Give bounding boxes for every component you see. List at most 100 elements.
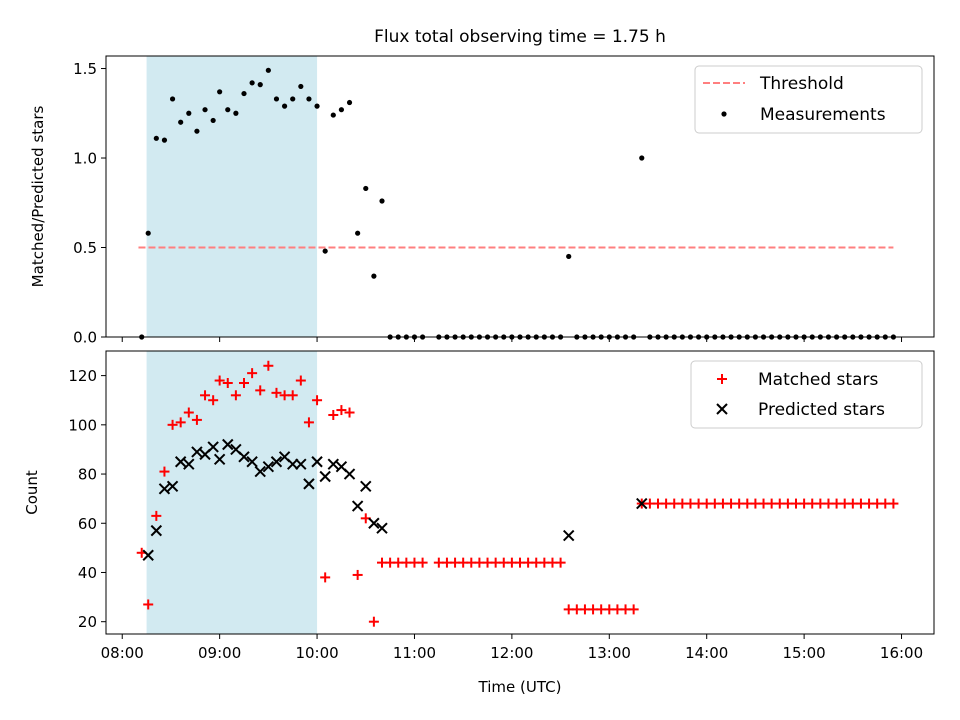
measurement-point [346, 99, 353, 106]
top-axes-frame [105, 55, 935, 338]
predicted-star-point [343, 468, 356, 480]
matched-star-point [368, 616, 379, 627]
legend-matched-label: Matched stars [758, 370, 878, 390]
bottom-axes-frame [105, 350, 935, 635]
top-observing-span [146, 56, 318, 337]
y-tick-label: 40 [78, 564, 97, 582]
matched-star-point [151, 510, 162, 521]
measurement-point [330, 112, 336, 118]
legend-frame [690, 360, 923, 429]
predicted-star-point [327, 458, 340, 470]
matched-star-point [255, 385, 266, 396]
predicted-star-point [270, 456, 283, 468]
legend-predicted-label: Predicted stars [758, 400, 885, 420]
legend-matched-swatch [717, 374, 727, 384]
measurement-point [210, 117, 216, 124]
matched-star-point [167, 419, 178, 430]
measurement-point [186, 110, 192, 116]
matched-star-point [417, 557, 428, 568]
predicted-star-point [311, 456, 323, 468]
measurement-point [153, 135, 159, 141]
measurement-point [273, 96, 280, 102]
x-tick-label: 12:00 [490, 644, 533, 662]
x-tick-label: 10:00 [295, 644, 338, 662]
matched-star-point [312, 395, 323, 406]
legend-frame [694, 65, 923, 134]
measurement-point [233, 110, 239, 116]
measurement-point [322, 248, 328, 254]
observing-span-rect [146, 56, 318, 337]
x-axis-label: Time (UTC) [478, 678, 562, 696]
predicted-star-point [183, 458, 195, 470]
matched-star-point [888, 498, 899, 509]
measurement-point [306, 96, 312, 102]
measurement-point [265, 67, 271, 73]
y-tick-label: 1.0 [73, 150, 97, 168]
matched-star-point [230, 390, 241, 401]
y-tick-label: 100 [68, 416, 97, 434]
legend-measurements-swatch [721, 111, 727, 117]
predicted-star-point [376, 522, 388, 534]
measurement-point [249, 80, 255, 86]
measurement-point [257, 82, 263, 88]
measurement-point [338, 107, 345, 113]
bottom-x-ticks: 08:00 09:00 10:00 11:00 12:00 13:00 14:00 15:00… [101, 634, 923, 662]
legend-threshold-label: Threshold [759, 74, 844, 94]
predicted-star-point [295, 458, 307, 470]
observing-span-rect [146, 351, 318, 634]
predicted-star-point [319, 470, 331, 483]
matched-star-point [555, 557, 566, 568]
measurement-point [379, 198, 385, 204]
x-tick-label: 09:00 [198, 644, 241, 662]
top-y-ticks: 0.0 0.5 1.0 1.5 [73, 60, 106, 347]
predicted-star-point [166, 480, 179, 493]
predicted-star-point [142, 549, 154, 561]
matched-star-point [303, 417, 314, 428]
matched-star-point [239, 377, 249, 388]
predicted-star-point [360, 480, 372, 493]
bottom-y-axis-label: Count [23, 470, 41, 515]
matched-star-point [175, 417, 186, 428]
measurement-point [298, 83, 304, 90]
predicted-star-point [368, 517, 380, 529]
measurement-point [225, 107, 231, 113]
predicted-star-point [238, 451, 250, 463]
matched-star-point [208, 395, 219, 406]
predicted-star-point [246, 456, 258, 468]
measurement-point [178, 119, 184, 125]
predicted-star-point [213, 453, 226, 465]
measurement-point [290, 96, 296, 102]
matched-star-point [159, 466, 170, 477]
y-tick-label: 80 [78, 466, 97, 484]
y-tick-label: 1.5 [73, 60, 97, 78]
measurement-point [169, 96, 176, 102]
y-tick-label: 60 [78, 515, 97, 533]
x-tick-label: 11:00 [393, 644, 436, 662]
y-tick-label: 0.0 [73, 329, 97, 347]
x-tick-label: 13:00 [588, 644, 631, 662]
predicted-star-point [303, 478, 315, 490]
legend-predicted-swatch [716, 403, 728, 415]
measurement-point [363, 185, 369, 192]
x-tick-label: 16:00 [880, 644, 923, 662]
predicted-star-point [562, 529, 575, 542]
matched-stars-points [136, 360, 899, 627]
bottom-observing-span [146, 351, 318, 634]
predicted-star-point [150, 524, 163, 537]
matched-star-point [344, 407, 355, 418]
figure-title: Flux total observing time = 1.75 h [374, 27, 666, 47]
measurement-point [145, 230, 151, 236]
measurement-point [202, 107, 208, 113]
measurement-point [194, 128, 200, 134]
predicted-star-point [174, 456, 187, 468]
predicted-star-point [222, 438, 234, 451]
measurement-point [566, 253, 572, 260]
matched-star-point [214, 375, 225, 386]
matched-star-point [271, 387, 282, 398]
matched-star-point [287, 390, 298, 401]
matched-star-point [628, 604, 639, 615]
top-y-axis-label: Matched/Predicted stars [29, 106, 47, 288]
y-tick-label: 0.5 [73, 239, 97, 257]
top-legend: Threshold Measurements [694, 65, 923, 134]
